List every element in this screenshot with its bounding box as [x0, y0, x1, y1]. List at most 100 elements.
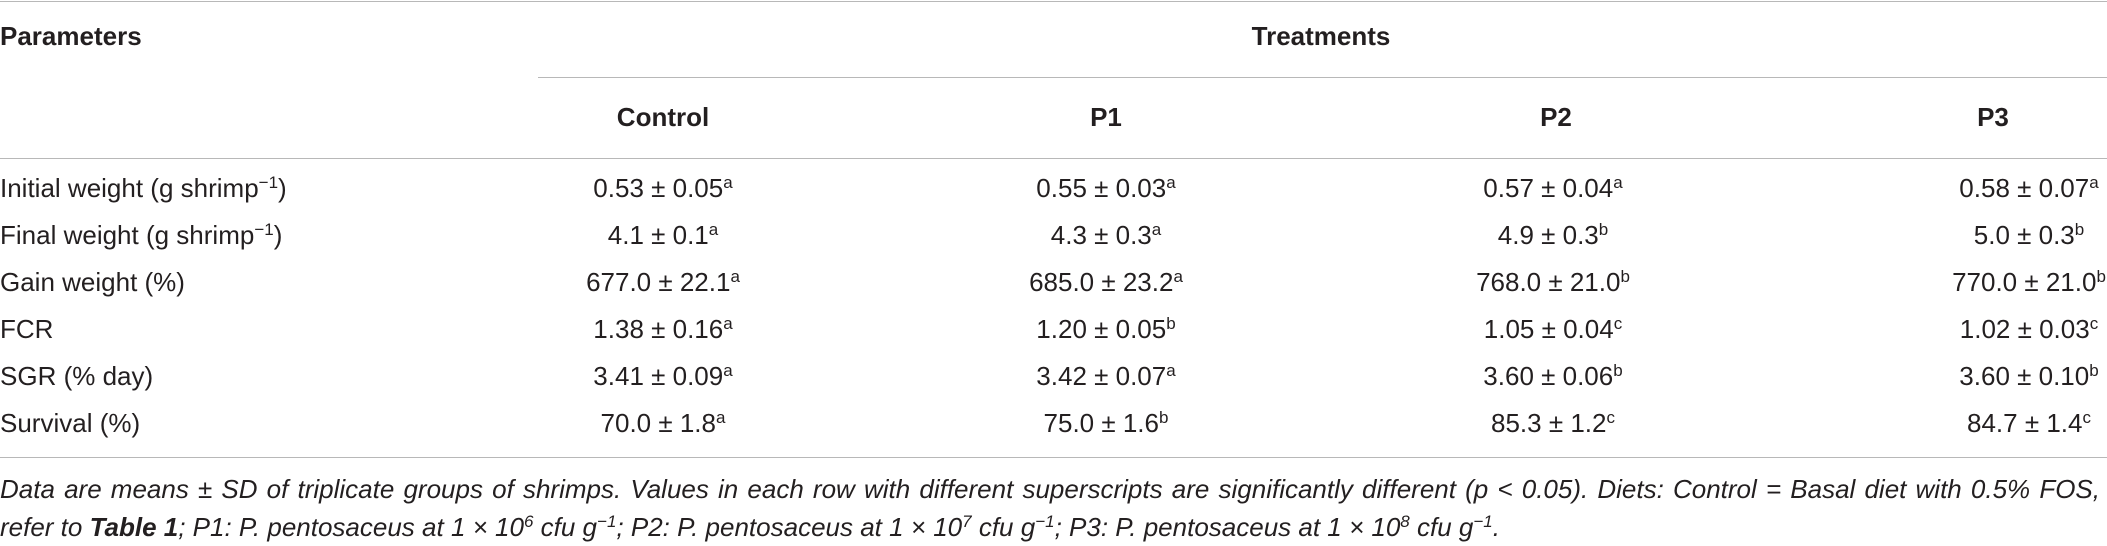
significance-letter: b — [2089, 361, 2099, 380]
row-label: Survival (%) — [0, 408, 140, 438]
footnote-sup: 8 — [1400, 512, 1410, 531]
cell: 75.0 ± 1.6b — [1044, 408, 1169, 438]
cell: 1.20 ± 0.05b — [1036, 314, 1175, 344]
significance-letter: c — [1613, 314, 1623, 333]
significance-letter: a — [716, 408, 726, 427]
cell: 0.55 ± 0.03a — [1036, 173, 1175, 203]
cell-value: 3.41 ± 0.09 — [593, 361, 724, 391]
cell: 1.02 ± 0.03c — [1960, 314, 2098, 344]
cell-value: 3.60 ± 0.06 — [1483, 361, 1614, 391]
row-label: SGR (% day) — [0, 361, 153, 391]
significance-letter: c — [1606, 408, 1615, 427]
significance-letter: a — [723, 173, 733, 192]
cell: 0.53 ± 0.05a — [593, 173, 732, 203]
cell: 3.60 ± 0.06b — [1483, 361, 1622, 391]
row-label: Gain weight (%) — [0, 267, 185, 297]
significance-letter: a — [723, 361, 733, 380]
cell-value: 5.0 ± 0.3 — [1973, 220, 2075, 250]
footnote-text: ; P3: P. pentosaceus at 1 × 10 — [1054, 512, 1401, 542]
cell-value: 677.0 ± 22.1 — [586, 267, 731, 297]
cell: 0.57 ± 0.04a — [1483, 173, 1622, 203]
footnote-text: ; P2: P. pentosaceus at 1 × 10 — [616, 512, 963, 542]
cell-value: 1.02 ± 0.03 — [1959, 314, 2090, 344]
footnote-sup: 7 — [962, 512, 972, 531]
parameters-header: Parameters — [0, 21, 142, 51]
significance-letter: b — [2096, 267, 2106, 286]
footnote-ref: Table 1 — [89, 512, 179, 542]
bottom-rule — [0, 457, 2107, 458]
cell-value: 70.0 ± 1.8 — [600, 408, 716, 438]
cell: 3.60 ± 0.10b — [1959, 361, 2098, 391]
significance-letter: b — [2074, 220, 2085, 239]
cell-value: 770.0 ± 21.0 — [1952, 267, 2097, 297]
cell: 4.3 ± 0.3a — [1051, 220, 1161, 250]
top-rule — [0, 1, 2107, 2]
significance-letter: a — [1166, 361, 1176, 380]
unit-superscript: −1 — [258, 173, 279, 192]
cell-value: 0.55 ± 0.03 — [1036, 173, 1167, 203]
cell: 1.38 ± 0.16a — [593, 314, 732, 344]
label-text: Initial weight (g shrimp — [0, 173, 259, 203]
cell: 3.42 ± 0.07a — [1036, 361, 1175, 391]
cell: 4.9 ± 0.3b — [1498, 220, 1608, 250]
cell: 1.05 ± 0.04c — [1484, 314, 1622, 344]
footnote-sup: −1 — [1035, 512, 1055, 531]
treatments-header: Treatments — [1251, 21, 1391, 51]
cell: 677.0 ± 22.1a — [586, 267, 740, 297]
cell-value: 3.60 ± 0.10 — [1959, 361, 2090, 391]
cell: 5.0 ± 0.3b — [1974, 220, 2084, 250]
cell-value: 85.3 ± 1.2 — [1491, 408, 1607, 438]
significance-letter: b — [1159, 408, 1169, 427]
cell: 0.58 ± 0.07a — [1959, 173, 2098, 203]
footnote: Data are means ± SD of triplicate groups… — [0, 470, 2100, 546]
footnote-text: cfu g — [1409, 512, 1474, 542]
cell: 84.7 ± 1.4c — [1967, 408, 2091, 438]
cell-value: 3.42 ± 0.07 — [1036, 361, 1167, 391]
unit-superscript: −1 — [254, 220, 274, 239]
column-header: P1 — [1090, 102, 1122, 132]
cell: 3.41 ± 0.09a — [593, 361, 732, 391]
significance-letter: a — [1173, 267, 1183, 286]
column-header: P3 — [1977, 102, 2009, 132]
header-rule — [0, 158, 2107, 159]
cell-value: 1.20 ± 0.05 — [1036, 314, 1167, 344]
cell-value: 0.57 ± 0.04 — [1483, 173, 1614, 203]
cell-value: 768.0 ± 21.0 — [1476, 267, 1621, 297]
label-text: ) — [273, 220, 283, 250]
footnote-text: cfu g — [971, 512, 1036, 542]
label-text: SGR (% day) — [0, 361, 154, 391]
cell: 768.0 ± 21.0b — [1476, 267, 1630, 297]
cell: 4.1 ± 0.1a — [608, 220, 718, 250]
label-text: ) — [278, 173, 287, 203]
cell-value: 84.7 ± 1.4 — [1967, 408, 2083, 438]
significance-letter: a — [723, 314, 733, 333]
significance-letter: b — [1613, 361, 1623, 380]
cell: 85.3 ± 1.2c — [1491, 408, 1615, 438]
cell: 70.0 ± 1.8a — [601, 408, 726, 438]
treatments-rule — [538, 77, 2107, 78]
row-label: Initial weight (g shrimp−1) — [0, 173, 287, 203]
label-text: Final weight (g shrimp — [0, 220, 255, 250]
footnote-sup: 6 — [523, 512, 534, 531]
column-header: P2 — [1540, 102, 1572, 132]
cell-value: 0.58 ± 0.07 — [1959, 173, 2090, 203]
significance-letter: a — [708, 220, 719, 239]
label-text: Gain weight (%) — [0, 267, 185, 297]
label-text: Survival (%) — [0, 408, 141, 438]
cell-value: 685.0 ± 23.2 — [1029, 267, 1174, 297]
significance-letter: c — [2082, 408, 2091, 427]
significance-letter: a — [730, 267, 740, 286]
significance-letter: b — [1620, 267, 1630, 286]
significance-letter: a — [1151, 220, 1162, 239]
footnote-text: cfu g — [533, 512, 598, 542]
label-text: FCR — [0, 314, 54, 344]
row-label: Final weight (g shrimp−1) — [0, 220, 282, 250]
cell-value: 4.1 ± 0.1 — [607, 220, 709, 250]
cell-value: 1.38 ± 0.16 — [593, 314, 724, 344]
significance-letter: a — [1166, 173, 1176, 192]
column-header: Control — [616, 102, 710, 132]
row-label: FCR — [0, 314, 53, 344]
significance-letter: b — [1166, 314, 1176, 333]
significance-letter: c — [2089, 314, 2099, 333]
